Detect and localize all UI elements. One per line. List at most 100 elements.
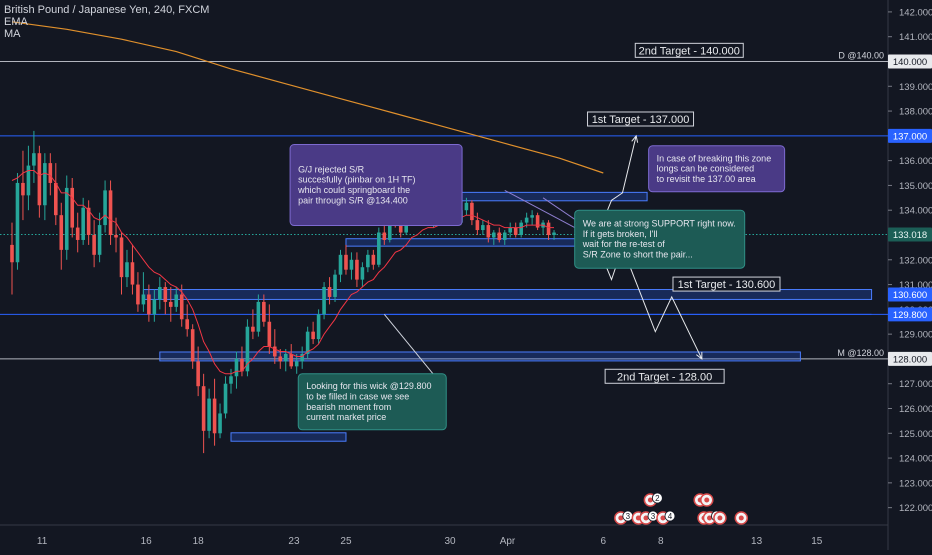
candle-body [344, 254, 348, 270]
candle-body [273, 346, 277, 357]
candle-body [316, 314, 321, 340]
price-label: 129.800 [893, 310, 927, 321]
note-support-line: If it gets broken, I'll [583, 229, 658, 239]
note-wick [297, 373, 447, 431]
note-breaking-zone-line: to revisit the 137.00 area [657, 174, 756, 184]
note-gj-rejected-line: pair through S/R @134.400 [298, 195, 408, 205]
event-count-badge [664, 510, 676, 522]
candle-body [338, 254, 343, 275]
ema-line [11, 170, 554, 375]
event-flag-dot [618, 515, 624, 521]
candle-body [398, 222, 403, 233]
candle-body [535, 215, 540, 228]
candle-body [305, 331, 310, 354]
candle-body [349, 259, 354, 270]
note-gj-rejected-line: which could springboard the [297, 185, 410, 195]
candle-body [530, 215, 534, 218]
sr-zone [230, 432, 347, 442]
target-label-box [587, 111, 695, 127]
event-count-badge [651, 492, 663, 504]
candle-body [26, 165, 31, 196]
candle-body [377, 232, 381, 265]
target-label: 1st Target - 137.000 [592, 114, 690, 126]
target-label-box [634, 42, 744, 58]
y-tick-label: 129.000 [899, 330, 932, 341]
y-tick-label: 142.000 [899, 7, 932, 18]
candle-body [81, 207, 85, 240]
event-count-label: 3 [626, 512, 631, 521]
note-gj-rejected-line: G/J rejected S/R [298, 164, 365, 174]
candle-body [207, 398, 211, 431]
y-tick-label: 136.000 [899, 156, 932, 167]
note-support-line: S/R Zone to short the pair... [583, 250, 693, 260]
note-gj-rejected [289, 144, 463, 227]
price-label-bg [888, 227, 932, 242]
annotation-pointer-line [504, 189, 585, 233]
candle-body [240, 358, 244, 372]
x-tick-label: 15 [811, 536, 823, 547]
x-tick-label: 30 [444, 536, 456, 547]
candle-body [141, 294, 146, 305]
candle-body [311, 331, 315, 340]
candle-body [54, 182, 58, 216]
y-tick-label: 138.000 [899, 107, 932, 118]
y-tick-label: 127.000 [899, 379, 932, 390]
candle-body [229, 376, 233, 384]
level-label: D @140.00 [838, 50, 884, 60]
ma-line [11, 21, 604, 174]
candle-body [492, 232, 496, 238]
event-flag-dot [643, 515, 649, 521]
candle-body [508, 227, 513, 233]
candle-body [108, 190, 113, 235]
note-breaking-zone [648, 145, 786, 193]
x-tick-label: 13 [751, 536, 763, 547]
candle-body [464, 202, 469, 211]
candle-body [283, 353, 288, 362]
note-breaking-zone-line: In case of breaking this zone [657, 153, 772, 163]
candle-body [322, 287, 326, 315]
candle-body [475, 220, 480, 231]
candle-body [163, 287, 168, 302]
target-label: 1st Target - 130.600 [678, 279, 776, 291]
candle-body [48, 163, 53, 183]
event-count-label: 4 [668, 512, 673, 521]
candle-body [119, 237, 124, 278]
candle-body [114, 234, 118, 238]
candle-body [245, 326, 250, 372]
x-tick-label: 25 [340, 536, 352, 547]
candle-body [289, 353, 294, 367]
candle-body [382, 232, 387, 240]
candle-body [524, 217, 529, 223]
indicator-ma-label[interactable]: MA [4, 28, 21, 40]
candle-body [201, 386, 206, 431]
x-tick-label: 16 [141, 536, 153, 547]
price-label-bg [888, 307, 932, 322]
candle-body [158, 287, 162, 300]
level-label: M @128.00 [837, 348, 884, 358]
price-label-bg [888, 351, 932, 366]
candle-body [223, 383, 228, 414]
y-tick-label: 134.000 [899, 206, 932, 217]
target-label-box [672, 276, 781, 292]
candle-body [37, 153, 42, 206]
candle-body [125, 262, 129, 278]
candle-body [64, 187, 69, 250]
indicator-ema-label[interactable]: EMA [4, 16, 28, 28]
candle-body [59, 215, 64, 250]
candle-body [10, 244, 14, 263]
note-wick-line: Looking for this wick @129.800 [306, 381, 431, 391]
candle-body [212, 398, 217, 434]
candle-body [470, 202, 474, 221]
sr-zone [433, 191, 648, 202]
price-label: 128.000 [893, 354, 927, 365]
candle-body [43, 163, 47, 206]
symbol-title[interactable]: British Pound / Japanese Yen, 240, FXCM [4, 4, 210, 16]
candle-body [333, 274, 337, 297]
x-tick-label: Apr [500, 536, 516, 547]
y-tick-label: 126.000 [899, 404, 932, 415]
price-label-bg [888, 287, 932, 302]
y-tick-label: 125.000 [899, 429, 932, 440]
candle-body [86, 207, 91, 235]
